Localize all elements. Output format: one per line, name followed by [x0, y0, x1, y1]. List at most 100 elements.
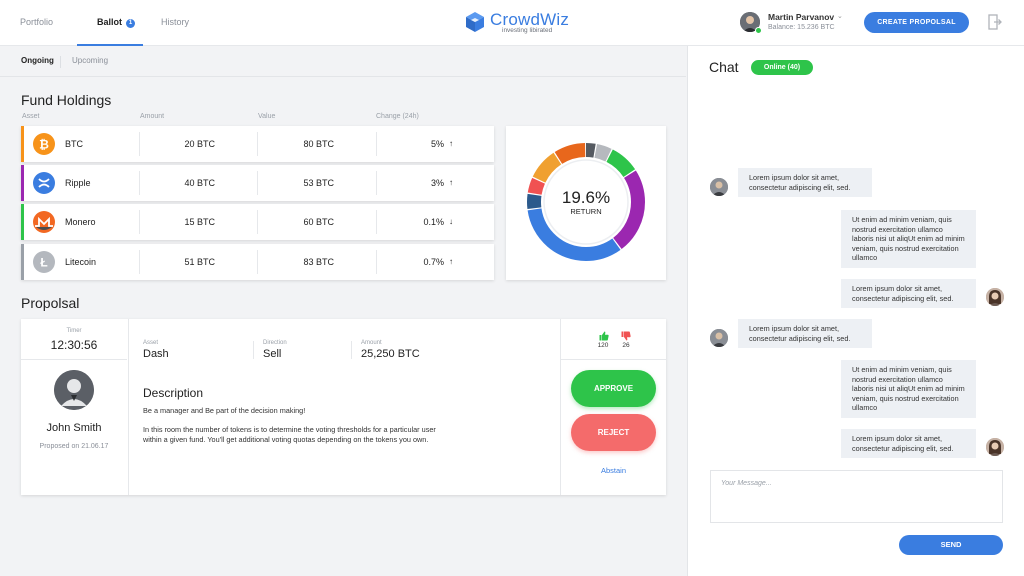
- asset-change: 5%: [430, 139, 444, 149]
- column-divider: [139, 132, 140, 156]
- proposer-avatar[interactable]: [54, 370, 94, 410]
- create-proposal-button[interactable]: CREATE PROPOLSAL: [864, 12, 969, 33]
- subtab-ongoing[interactable]: Ongoing: [21, 56, 54, 65]
- donut-segment: [527, 143, 645, 261]
- asset-value: 53 BTC: [303, 178, 334, 188]
- holding-row-ripple[interactable]: Ripple 40 BTC 53 BTC 3% ↑: [21, 165, 494, 201]
- column-divider: [257, 210, 258, 234]
- return-donut-chart: [527, 143, 645, 261]
- message-input-box: [710, 470, 1003, 523]
- asset-value: 83 BTC: [303, 257, 334, 267]
- tab-history-label: History: [161, 17, 190, 27]
- user-photo-icon: [986, 438, 1004, 456]
- proposal-title: Propolsal: [21, 295, 80, 311]
- avatar[interactable]: [710, 178, 728, 196]
- message-input[interactable]: [711, 471, 1002, 522]
- person-icon: [54, 370, 94, 410]
- asset-change: 3%: [430, 178, 444, 188]
- abstain-link[interactable]: Abstain: [600, 466, 627, 475]
- reject-button[interactable]: REJECT: [571, 414, 656, 451]
- bitcoin-icon: ₿: [33, 133, 55, 155]
- vote-column-divider: [560, 319, 561, 495]
- ballot-count-badge: 1: [126, 19, 136, 28]
- proposer-name: John Smith: [46, 422, 102, 434]
- brand-name: CrowdWiz: [490, 10, 570, 29]
- asset-amount: 20 BTC: [184, 139, 215, 149]
- online-count-badge: Online (40): [751, 60, 813, 75]
- online-status-dot: [755, 27, 762, 34]
- tab-ballot[interactable]: Ballot 1: [77, 0, 143, 46]
- timer-divider: [21, 359, 127, 360]
- chat-message: Ut enim ad minim veniam, quis nostrud ex…: [841, 210, 976, 268]
- column-header-change: Change (24h): [376, 113, 419, 120]
- asset-value: Dash: [143, 348, 169, 360]
- avatar[interactable]: [986, 438, 1004, 456]
- column-divider: [257, 171, 258, 195]
- avatar[interactable]: [986, 288, 1004, 306]
- column-divider: [139, 210, 140, 234]
- chevron-down-icon[interactable]: ⌄: [837, 13, 843, 20]
- cube-logo-icon: [466, 12, 484, 32]
- timer-label: Timer: [66, 328, 82, 334]
- holding-row-monero[interactable]: Monero 15 BTC 60 BTC 0.1% ↓: [21, 204, 494, 240]
- column-header-value: Value: [258, 113, 276, 120]
- asset-amount: 15 BTC: [184, 217, 215, 227]
- thumbs-down-icon[interactable]: [621, 331, 631, 341]
- subtab-divider: [60, 56, 61, 68]
- amount-value: 25,250 BTC: [361, 348, 420, 360]
- tab-ballot-label: Ballot: [97, 17, 123, 27]
- row-accent-bar: [21, 165, 24, 201]
- direction-value: Sell: [263, 348, 282, 360]
- asset-value: 80 BTC: [303, 139, 334, 149]
- column-divider: [257, 250, 258, 274]
- chat-message: Ut enim ad minim veniam, quis nostrud ex…: [841, 360, 976, 418]
- column-divider: [139, 171, 140, 195]
- timer-value: 12:30:56: [50, 338, 98, 352]
- holding-row-btc[interactable]: ₿ BTC 20 BTC 80 BTC 5% ↑: [21, 126, 494, 162]
- asset-name: Ripple: [65, 178, 91, 188]
- tab-history[interactable]: History: [161, 0, 189, 46]
- return-donut-card: 19.6% RETURN: [506, 126, 666, 280]
- row-accent-bar: [21, 126, 24, 162]
- row-accent-bar: [21, 244, 24, 280]
- asset-value: 60 BTC: [303, 217, 334, 227]
- column-divider: [139, 250, 140, 274]
- chat-message: Lorem ipsum dolor sit amet, consectetur …: [841, 429, 976, 458]
- description-body: In this room the number of tokens is to …: [143, 425, 436, 444]
- chat-title: Chat: [709, 59, 739, 75]
- column-header-amount: Amount: [140, 113, 165, 120]
- asset-amount: 40 BTC: [184, 178, 215, 188]
- approve-button[interactable]: APPROVE: [571, 370, 656, 407]
- return-label: RETURN: [570, 207, 602, 216]
- user-avatar[interactable]: [740, 12, 760, 32]
- row-accent-bar: [21, 204, 24, 240]
- monero-icon: [33, 211, 55, 233]
- proposal-card: Timer 12:30:56 John Smith Proposed on 21…: [21, 319, 666, 495]
- avatar[interactable]: [710, 329, 728, 347]
- asset-name: BTC: [65, 139, 83, 149]
- send-button[interactable]: SEND: [899, 535, 1003, 555]
- proposal-column-divider: [128, 319, 129, 495]
- tab-portfolio[interactable]: Portfolio: [20, 0, 53, 46]
- user-name[interactable]: Martin Parvanov: [768, 12, 835, 22]
- svg-text:₿: ₿: [39, 138, 49, 152]
- holding-row-litecoin[interactable]: Ł Litecoin 51 BTC 83 BTC 0.7% ↑: [21, 244, 494, 280]
- ripple-icon: [33, 172, 55, 194]
- subtab-upcoming[interactable]: Upcoming: [72, 56, 109, 65]
- arrow-down-icon: ↓: [449, 217, 453, 226]
- fund-holdings-title: Fund Holdings: [21, 92, 112, 108]
- user-photo-icon: [740, 12, 760, 32]
- arrow-up-icon: ↑: [449, 178, 453, 187]
- donut-segment: [527, 143, 645, 261]
- return-value: 19.6%: [561, 188, 611, 207]
- chat-message: Lorem ipsum dolor sit amet, consectetur …: [738, 168, 872, 197]
- thumbs-up-icon[interactable]: [599, 331, 609, 341]
- asset-name: Litecoin: [65, 257, 97, 267]
- chat-message: Lorem ipsum dolor sit amet, consectetur …: [841, 279, 976, 308]
- brand-tagline: investing libirated: [502, 27, 553, 34]
- arrow-up-icon: ↑: [449, 139, 453, 148]
- litecoin-icon: Ł: [33, 251, 55, 273]
- column-divider: [376, 210, 377, 234]
- logout-icon[interactable]: [988, 14, 1002, 30]
- user-photo-icon: [710, 329, 728, 347]
